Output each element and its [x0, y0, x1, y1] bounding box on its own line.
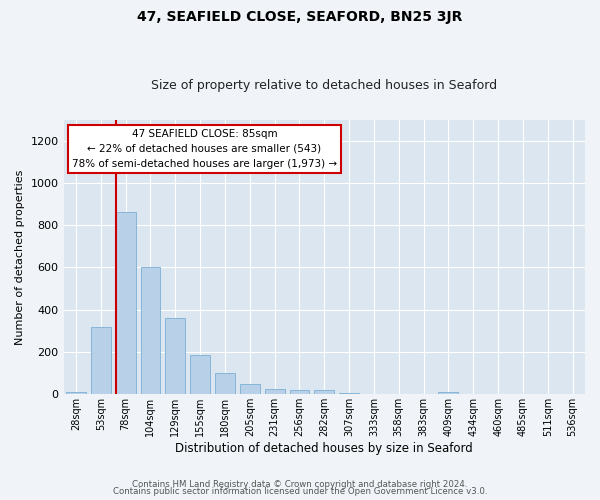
Bar — [314, 390, 334, 394]
Text: Contains public sector information licensed under the Open Government Licence v3: Contains public sector information licen… — [113, 488, 487, 496]
Y-axis label: Number of detached properties: Number of detached properties — [15, 169, 25, 344]
Bar — [240, 384, 260, 394]
Title: Size of property relative to detached houses in Seaford: Size of property relative to detached ho… — [151, 79, 497, 92]
Bar — [140, 268, 160, 394]
Text: Contains HM Land Registry data © Crown copyright and database right 2024.: Contains HM Land Registry data © Crown c… — [132, 480, 468, 489]
Bar — [339, 393, 359, 394]
Bar — [290, 390, 310, 394]
Bar — [116, 212, 136, 394]
Text: 47, SEAFIELD CLOSE, SEAFORD, BN25 3JR: 47, SEAFIELD CLOSE, SEAFORD, BN25 3JR — [137, 10, 463, 24]
Bar — [439, 392, 458, 394]
Bar — [265, 389, 284, 394]
Bar — [66, 392, 86, 394]
Bar — [190, 355, 210, 395]
Text: 47 SEAFIELD CLOSE: 85sqm
← 22% of detached houses are smaller (543)
78% of semi-: 47 SEAFIELD CLOSE: 85sqm ← 22% of detach… — [72, 129, 337, 169]
Bar — [91, 327, 111, 394]
X-axis label: Distribution of detached houses by size in Seaford: Distribution of detached houses by size … — [175, 442, 473, 455]
Bar — [215, 373, 235, 394]
Bar — [166, 318, 185, 394]
